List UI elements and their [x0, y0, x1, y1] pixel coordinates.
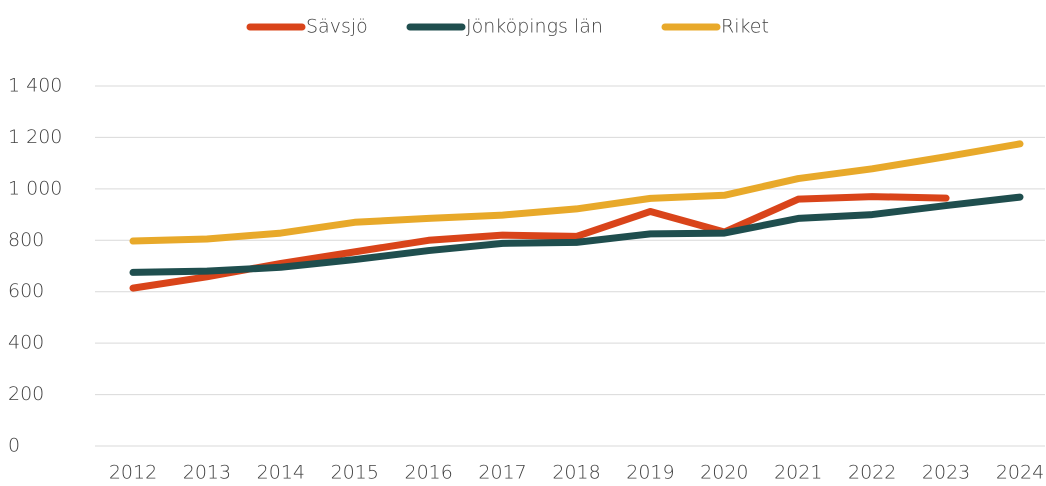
series-line — [129, 193, 1024, 276]
x-tick-label: 2017 — [478, 462, 526, 484]
x-tick-label: 2014 — [257, 462, 305, 484]
series-line — [129, 140, 1024, 245]
x-tick-label: 2015 — [331, 462, 379, 484]
y-tick-label: 200 — [8, 383, 44, 405]
y-tick-label: 0 — [8, 435, 20, 457]
x-tick-label: 2020 — [700, 462, 748, 484]
y-tick-label: 1 400 — [8, 75, 62, 97]
legend-label: Riket — [721, 16, 769, 38]
x-tick-label: 2013 — [183, 462, 231, 484]
x-tick-label: 2021 — [774, 462, 822, 484]
y-tick-label: 800 — [8, 229, 44, 251]
x-tick-label: 2019 — [626, 462, 674, 484]
x-tick-label: 2012 — [109, 462, 157, 484]
y-tick-label: 600 — [8, 280, 44, 302]
legend-label: Sävsjö — [306, 16, 368, 38]
legend-label: Jönköpings län — [466, 16, 603, 38]
x-tick-label: 2018 — [552, 462, 600, 484]
y-tick-label: 1 000 — [8, 177, 62, 199]
x-tick-label: 2024 — [996, 462, 1044, 484]
y-tick-label: 400 — [8, 332, 44, 354]
x-tick-label: 2016 — [404, 462, 452, 484]
x-tick-label: 2022 — [848, 462, 896, 484]
x-tick-label: 2023 — [922, 462, 970, 484]
y-tick-label: 1 200 — [8, 126, 62, 148]
